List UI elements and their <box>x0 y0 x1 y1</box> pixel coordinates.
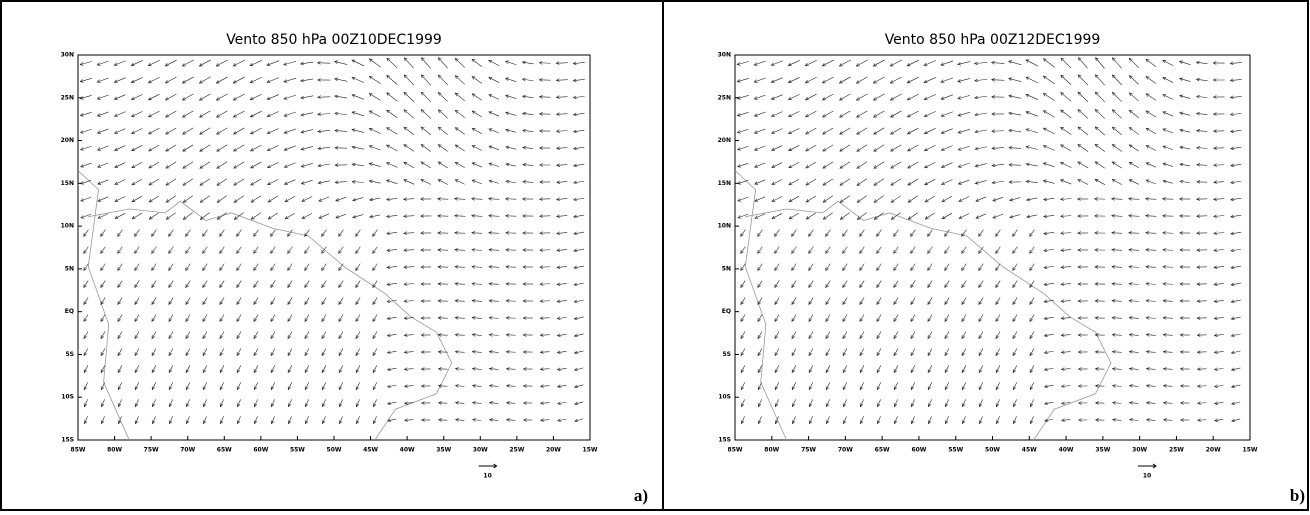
x-tick-label: 20W <box>546 447 561 454</box>
map-title: Vento 850 hPa 00Z10DEC1999 <box>226 32 442 48</box>
panel-label: b) <box>1290 486 1305 505</box>
y-tick-label: EQ <box>65 308 74 315</box>
x-tick-label: 65W <box>875 447 890 454</box>
y-tick-label: 20N <box>61 137 74 144</box>
x-tick-label: 65W <box>217 447 232 454</box>
x-tick-label: 55W <box>290 447 305 454</box>
y-tick-label: 5N <box>65 265 74 272</box>
x-tick-label: 55W <box>948 447 963 454</box>
y-tick-label: 25N <box>61 94 74 101</box>
x-tick-label: 50W <box>327 447 342 454</box>
y-tick-label: 10S <box>718 394 731 401</box>
y-tick-label: 15N <box>718 180 731 187</box>
x-tick-label: 85W <box>728 447 743 454</box>
y-tick-label: 5N <box>722 265 731 272</box>
y-tick-label: EQ <box>722 308 731 315</box>
x-tick-label: 70W <box>180 447 195 454</box>
y-tick-label: 15N <box>61 180 74 187</box>
x-tick-label: 50W <box>985 447 1000 454</box>
reference-label: 10 <box>1143 473 1151 480</box>
x-tick-label: 80W <box>764 447 779 454</box>
y-tick-label: 10N <box>61 223 74 230</box>
y-tick-label: 15S <box>61 437 74 444</box>
x-tick-label: 75W <box>801 447 816 454</box>
x-tick-label: 20W <box>1206 447 1221 454</box>
y-tick-label: 10S <box>61 394 74 401</box>
y-tick-label: 30N <box>718 52 731 59</box>
x-tick-label: 40W <box>1059 447 1074 454</box>
y-tick-label: 30N <box>61 52 74 59</box>
y-tick-label: 25N <box>718 94 731 101</box>
x-tick-label: 80W <box>107 447 122 454</box>
x-tick-label: 45W <box>1022 447 1037 454</box>
map-title: Vento 850 hPa 00Z12DEC1999 <box>885 32 1101 48</box>
x-tick-label: 85W <box>71 447 86 454</box>
panel-label: a) <box>634 486 648 505</box>
reference-label: 10 <box>483 473 491 480</box>
x-tick-label: 30W <box>473 447 488 454</box>
y-tick-label: 15S <box>718 437 731 444</box>
x-tick-label: 25W <box>509 447 524 454</box>
x-tick-label: 15W <box>583 447 598 454</box>
x-tick-label: 60W <box>911 447 926 454</box>
x-tick-label: 40W <box>400 447 415 454</box>
x-tick-label: 45W <box>363 447 378 454</box>
x-tick-label: 70W <box>838 447 853 454</box>
x-tick-label: 35W <box>1095 447 1110 454</box>
x-tick-label: 15W <box>1243 447 1258 454</box>
x-tick-label: 60W <box>253 447 268 454</box>
x-tick-label: 25W <box>1169 447 1184 454</box>
y-tick-label: 5S <box>723 351 732 358</box>
y-tick-label: 5S <box>66 351 75 358</box>
x-tick-label: 30W <box>1132 447 1147 454</box>
y-tick-label: 10N <box>718 223 731 230</box>
x-tick-label: 75W <box>144 447 159 454</box>
y-tick-label: 20N <box>718 137 731 144</box>
x-tick-label: 35W <box>436 447 451 454</box>
